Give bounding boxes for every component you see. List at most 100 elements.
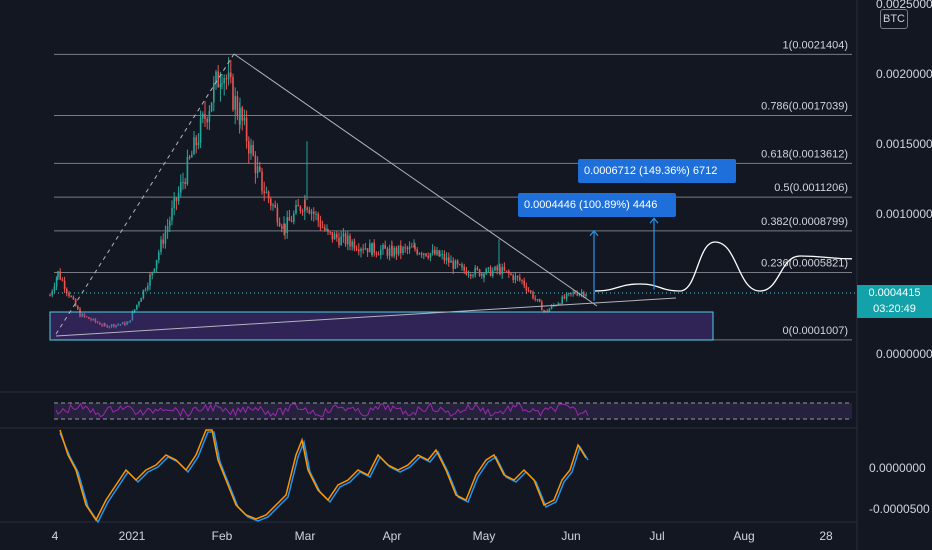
candle-body bbox=[452, 260, 454, 269]
candle-body bbox=[492, 270, 494, 276]
candle-body bbox=[138, 301, 140, 305]
candle-body bbox=[171, 207, 173, 221]
candle-body bbox=[384, 244, 386, 249]
candle-body bbox=[559, 303, 561, 305]
candle-body bbox=[270, 198, 272, 206]
fib-label: 0(0.0001007) bbox=[783, 325, 848, 337]
candle-body bbox=[340, 236, 342, 246]
candle-body bbox=[278, 222, 281, 227]
x-tick-label: 4 bbox=[52, 529, 59, 543]
candle-body bbox=[55, 277, 58, 287]
candle-body bbox=[576, 293, 578, 296]
candle-body bbox=[263, 191, 265, 194]
candle-body bbox=[213, 83, 215, 103]
candle-body bbox=[342, 233, 345, 237]
candle-body bbox=[501, 266, 503, 275]
fib-label: 0.5(0.0011206) bbox=[774, 182, 848, 194]
candle-body bbox=[494, 266, 496, 271]
candle-body bbox=[360, 248, 362, 252]
gridlines bbox=[0, 0, 858, 550]
candle-body bbox=[470, 274, 472, 277]
candle-body bbox=[557, 303, 559, 306]
candle-body bbox=[321, 227, 324, 229]
candle-body bbox=[344, 233, 347, 245]
y-tick-label: 0.0010000 bbox=[876, 207, 932, 221]
x-tick-label: Mar bbox=[295, 529, 316, 543]
candle-body bbox=[51, 291, 53, 296]
candle-body bbox=[104, 324, 106, 326]
candle-body bbox=[454, 260, 457, 269]
candle-body bbox=[548, 308, 551, 312]
candle-body bbox=[272, 204, 274, 206]
candle-body bbox=[386, 248, 389, 256]
candle-body bbox=[166, 226, 169, 233]
fibonacci-retracement[interactable]: 1(0.0021404) 0.786(0.0017039) 0.618(0.0013… bbox=[54, 39, 852, 341]
candle-body bbox=[177, 192, 180, 202]
candle-body bbox=[508, 270, 510, 274]
candle-body bbox=[336, 233, 338, 238]
currency-badge[interactable]: BTC bbox=[880, 9, 908, 29]
fib-label: 0.786(0.0017039) bbox=[761, 100, 848, 112]
candle-body bbox=[481, 273, 483, 276]
candle-body bbox=[570, 292, 572, 294]
candle-body bbox=[397, 245, 400, 255]
candle-body bbox=[408, 246, 411, 250]
candle-body bbox=[252, 145, 254, 156]
candle-body bbox=[391, 246, 393, 256]
y-tick-label: 0.0020000 bbox=[876, 67, 932, 81]
fib-label: 0.618(0.0013612) bbox=[761, 148, 848, 160]
candle-body bbox=[129, 320, 131, 322]
candle-body bbox=[434, 249, 436, 255]
candle-body bbox=[127, 321, 129, 323]
candle-body bbox=[191, 154, 193, 158]
candle-body bbox=[169, 220, 171, 227]
candle-body bbox=[362, 248, 364, 250]
candle-body bbox=[532, 292, 534, 299]
candle-body bbox=[160, 239, 162, 253]
candle-body bbox=[149, 274, 151, 276]
candle-body bbox=[85, 316, 88, 318]
candle-body bbox=[536, 299, 539, 301]
candle-body bbox=[180, 182, 182, 193]
candle-body bbox=[99, 322, 101, 325]
measure-tag-1[interactable]: 0.0006712 (149.36%) 6712 bbox=[578, 159, 736, 183]
drawings[interactable] bbox=[49, 53, 857, 341]
candle-body bbox=[72, 296, 75, 300]
oscillator-main-line bbox=[59, 429, 587, 522]
x-tick-label: Jun bbox=[561, 529, 580, 543]
candle-body bbox=[239, 107, 241, 125]
candle-body bbox=[583, 292, 585, 297]
y-tick-label: 0.0025000 bbox=[876, 0, 932, 11]
candle-body bbox=[256, 166, 259, 174]
candle-body bbox=[121, 322, 124, 325]
x-tick-label: Aug bbox=[733, 529, 754, 543]
candle-body bbox=[505, 270, 508, 272]
candle-body bbox=[331, 232, 334, 240]
candle-body bbox=[151, 271, 153, 275]
candle-body bbox=[110, 324, 113, 327]
x-tick-label: Feb bbox=[212, 529, 233, 543]
candle-body bbox=[525, 285, 528, 291]
candle-body bbox=[393, 247, 395, 256]
candle-body bbox=[496, 266, 498, 271]
candle-body bbox=[68, 292, 70, 297]
candle-body bbox=[283, 223, 285, 229]
candle-body bbox=[510, 273, 512, 275]
candle-body bbox=[483, 274, 485, 278]
consolidation-box bbox=[49, 311, 714, 341]
candle-body bbox=[423, 253, 425, 255]
measure-tag-2[interactable]: 0.0004446 (100.89%) 4446 bbox=[518, 193, 676, 217]
candle-body bbox=[126, 322, 128, 325]
candle-body bbox=[499, 267, 501, 275]
candle-body bbox=[81, 314, 83, 317]
candle-body bbox=[92, 318, 94, 321]
candle-body bbox=[223, 78, 225, 84]
candle-body bbox=[503, 266, 506, 271]
candle-body bbox=[317, 213, 319, 221]
rsi-band bbox=[54, 403, 852, 419]
candle-body bbox=[429, 253, 432, 258]
candle-body bbox=[230, 72, 232, 77]
candle-body bbox=[585, 294, 587, 297]
